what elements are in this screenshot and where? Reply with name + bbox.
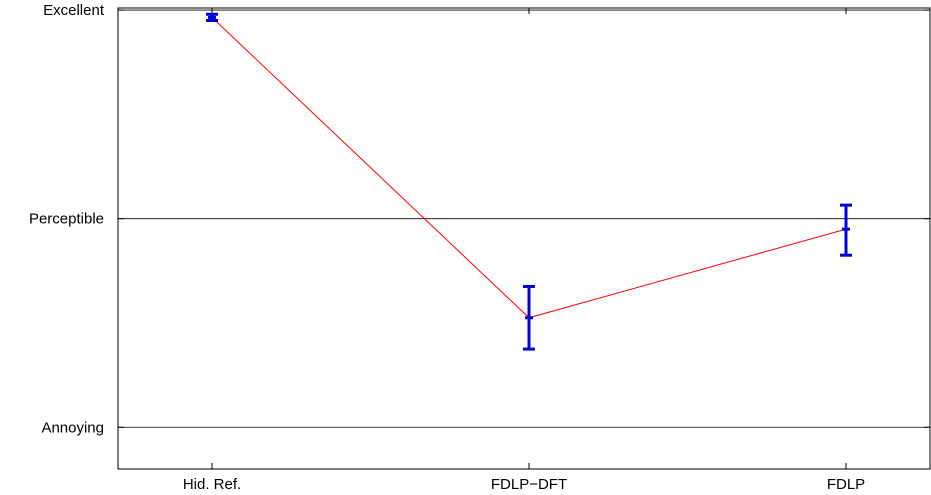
x-tick-label-1: FDLP−DFT xyxy=(491,476,567,493)
y-tick-label-0: Annoying xyxy=(41,419,104,436)
errorbar-0 xyxy=(206,12,218,23)
x-tick-label-0: Hid. Ref. xyxy=(183,476,241,493)
x-tick-label-2: FDLP xyxy=(827,476,865,493)
x-axis: Hid. Ref. FDLP−DFT FDLP xyxy=(183,8,865,493)
errorbar-2 xyxy=(840,203,852,257)
y-tick-label-2: Excellent xyxy=(43,2,105,19)
gridlines xyxy=(118,9,930,428)
y-tick-label-1: Perceptible xyxy=(29,211,104,228)
series xyxy=(206,12,852,351)
plot-frame xyxy=(117,7,931,470)
errorbar-1 xyxy=(523,284,535,351)
series-line-0 xyxy=(211,17,847,319)
y-axis: Annoying Perceptible Excellent xyxy=(29,2,930,436)
